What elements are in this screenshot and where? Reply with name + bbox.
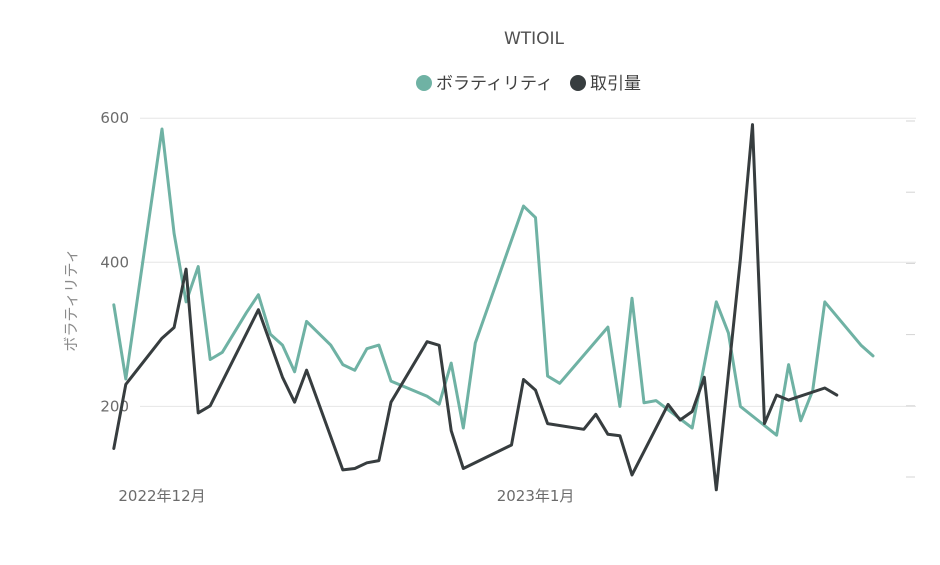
series-lines xyxy=(112,123,875,492)
x-tick-label: 2023年1月 xyxy=(497,487,575,505)
legend-marker-volatility xyxy=(416,75,432,91)
legend: ボラティリティ 取引量 xyxy=(416,74,641,94)
series-line-volatility xyxy=(112,127,875,437)
y-tick-label: 400 xyxy=(100,253,129,271)
legend-label-volatility: ボラティリティ xyxy=(436,74,553,94)
y-tick-label: 600 xyxy=(100,109,129,127)
y-axis-title: ボラティリティ xyxy=(62,248,80,351)
legend-marker-volume xyxy=(570,75,586,91)
legend-label-volume: 取引量 xyxy=(590,74,641,94)
x-axis-ticks: 2022年12月 2023年1月 xyxy=(118,487,574,505)
series-line-volume xyxy=(112,123,839,492)
y-tick-label: 200 xyxy=(100,397,129,415)
chart-title: WTIOIL xyxy=(504,29,565,49)
secondary-axis-ticks xyxy=(906,120,915,478)
x-tick-label: 2022年12月 xyxy=(118,487,205,505)
gridlines xyxy=(140,117,916,407)
